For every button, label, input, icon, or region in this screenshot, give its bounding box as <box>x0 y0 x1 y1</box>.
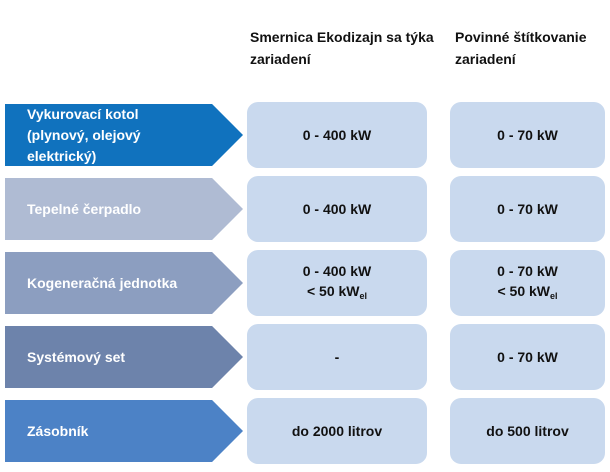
labelling-cell: 0 - 70 kW <box>450 176 605 242</box>
category-label: Vykurovací kotol (plynový, olejový elekt… <box>27 105 141 164</box>
category-arrow: Vykurovací kotol (plynový, olejový elekt… <box>5 104 243 166</box>
table-row: Vykurovací kotol (plynový, olejový elekt… <box>0 102 610 168</box>
table-row: Tepelné čerpadlo 0 - 400 kW 0 - 70 kW <box>0 176 610 242</box>
cell-value-main: < 50 kW <box>497 282 550 299</box>
cell-value-line2: < 50 kWel <box>497 281 557 306</box>
table-row: Systémový set - 0 - 70 kW <box>0 324 610 390</box>
cell-value: 0 - 400 kW <box>302 201 372 217</box>
category-label: Zásobník <box>27 422 89 439</box>
cell-value-subscript: el <box>550 290 558 301</box>
cell-value: do 500 litrov <box>486 423 569 439</box>
labelling-cell: 0 - 70 kW <box>450 102 605 168</box>
cell-value-line2: < 50 kWel <box>307 281 367 306</box>
cell-value-subscript: el <box>359 290 368 301</box>
ecodesign-cell: 0 - 400 kW <box>247 176 427 242</box>
category-label: Tepelné čerpadlo <box>27 200 142 217</box>
labelling-cell: 0 - 70 kW <box>450 324 605 390</box>
column-header-labelling: Povinné štítkovanie zariadení <box>455 29 587 67</box>
ecodesign-cell: 0 - 400 kW < 50 kWel <box>247 250 427 316</box>
table-header: Smernica Ekodizajn sa týka zariadení Pov… <box>0 0 610 102</box>
category-arrow: Tepelné čerpadlo <box>5 178 243 240</box>
category-label: Systémový set <box>27 348 126 365</box>
ecodesign-cell: do 2000 litrov <box>247 398 427 464</box>
cell-value: do 2000 litrov <box>291 423 383 439</box>
category-arrow: Zásobník <box>5 400 243 462</box>
ecodesign-cell: - <box>247 324 427 390</box>
cell-value-main: < 50 kW <box>306 282 360 299</box>
table-row: Zásobník do 2000 litrov do 500 litrov <box>0 398 610 464</box>
column-header-ecodesign: Smernica Ekodizajn sa týka zariadení <box>250 29 434 67</box>
category-arrow: Systémový set <box>5 326 243 388</box>
category-arrow: Kogeneračná jednotka <box>5 252 243 314</box>
table-body: Vykurovací kotol (plynový, olejový elekt… <box>0 102 610 472</box>
cell-value: 0 - 70 kW <box>497 201 558 217</box>
cell-value: 0 - 400 kW <box>302 262 372 279</box>
cell-value: 0 - 70 kW <box>497 349 558 365</box>
category-label: Kogeneračná jednotka <box>27 274 178 291</box>
cell-value: - <box>334 349 340 365</box>
labelling-cell: do 500 litrov <box>450 398 605 464</box>
table-row: Kogeneračná jednotka 0 - 400 kW < 50 kWe… <box>0 250 610 316</box>
cell-value: 0 - 400 kW <box>302 127 372 143</box>
cell-value: 0 - 70 kW <box>497 262 558 279</box>
ecodesign-cell: 0 - 400 kW <box>247 102 427 168</box>
labelling-cell: 0 - 70 kW < 50 kWel <box>450 250 605 316</box>
cell-value: 0 - 70 kW <box>497 127 558 143</box>
